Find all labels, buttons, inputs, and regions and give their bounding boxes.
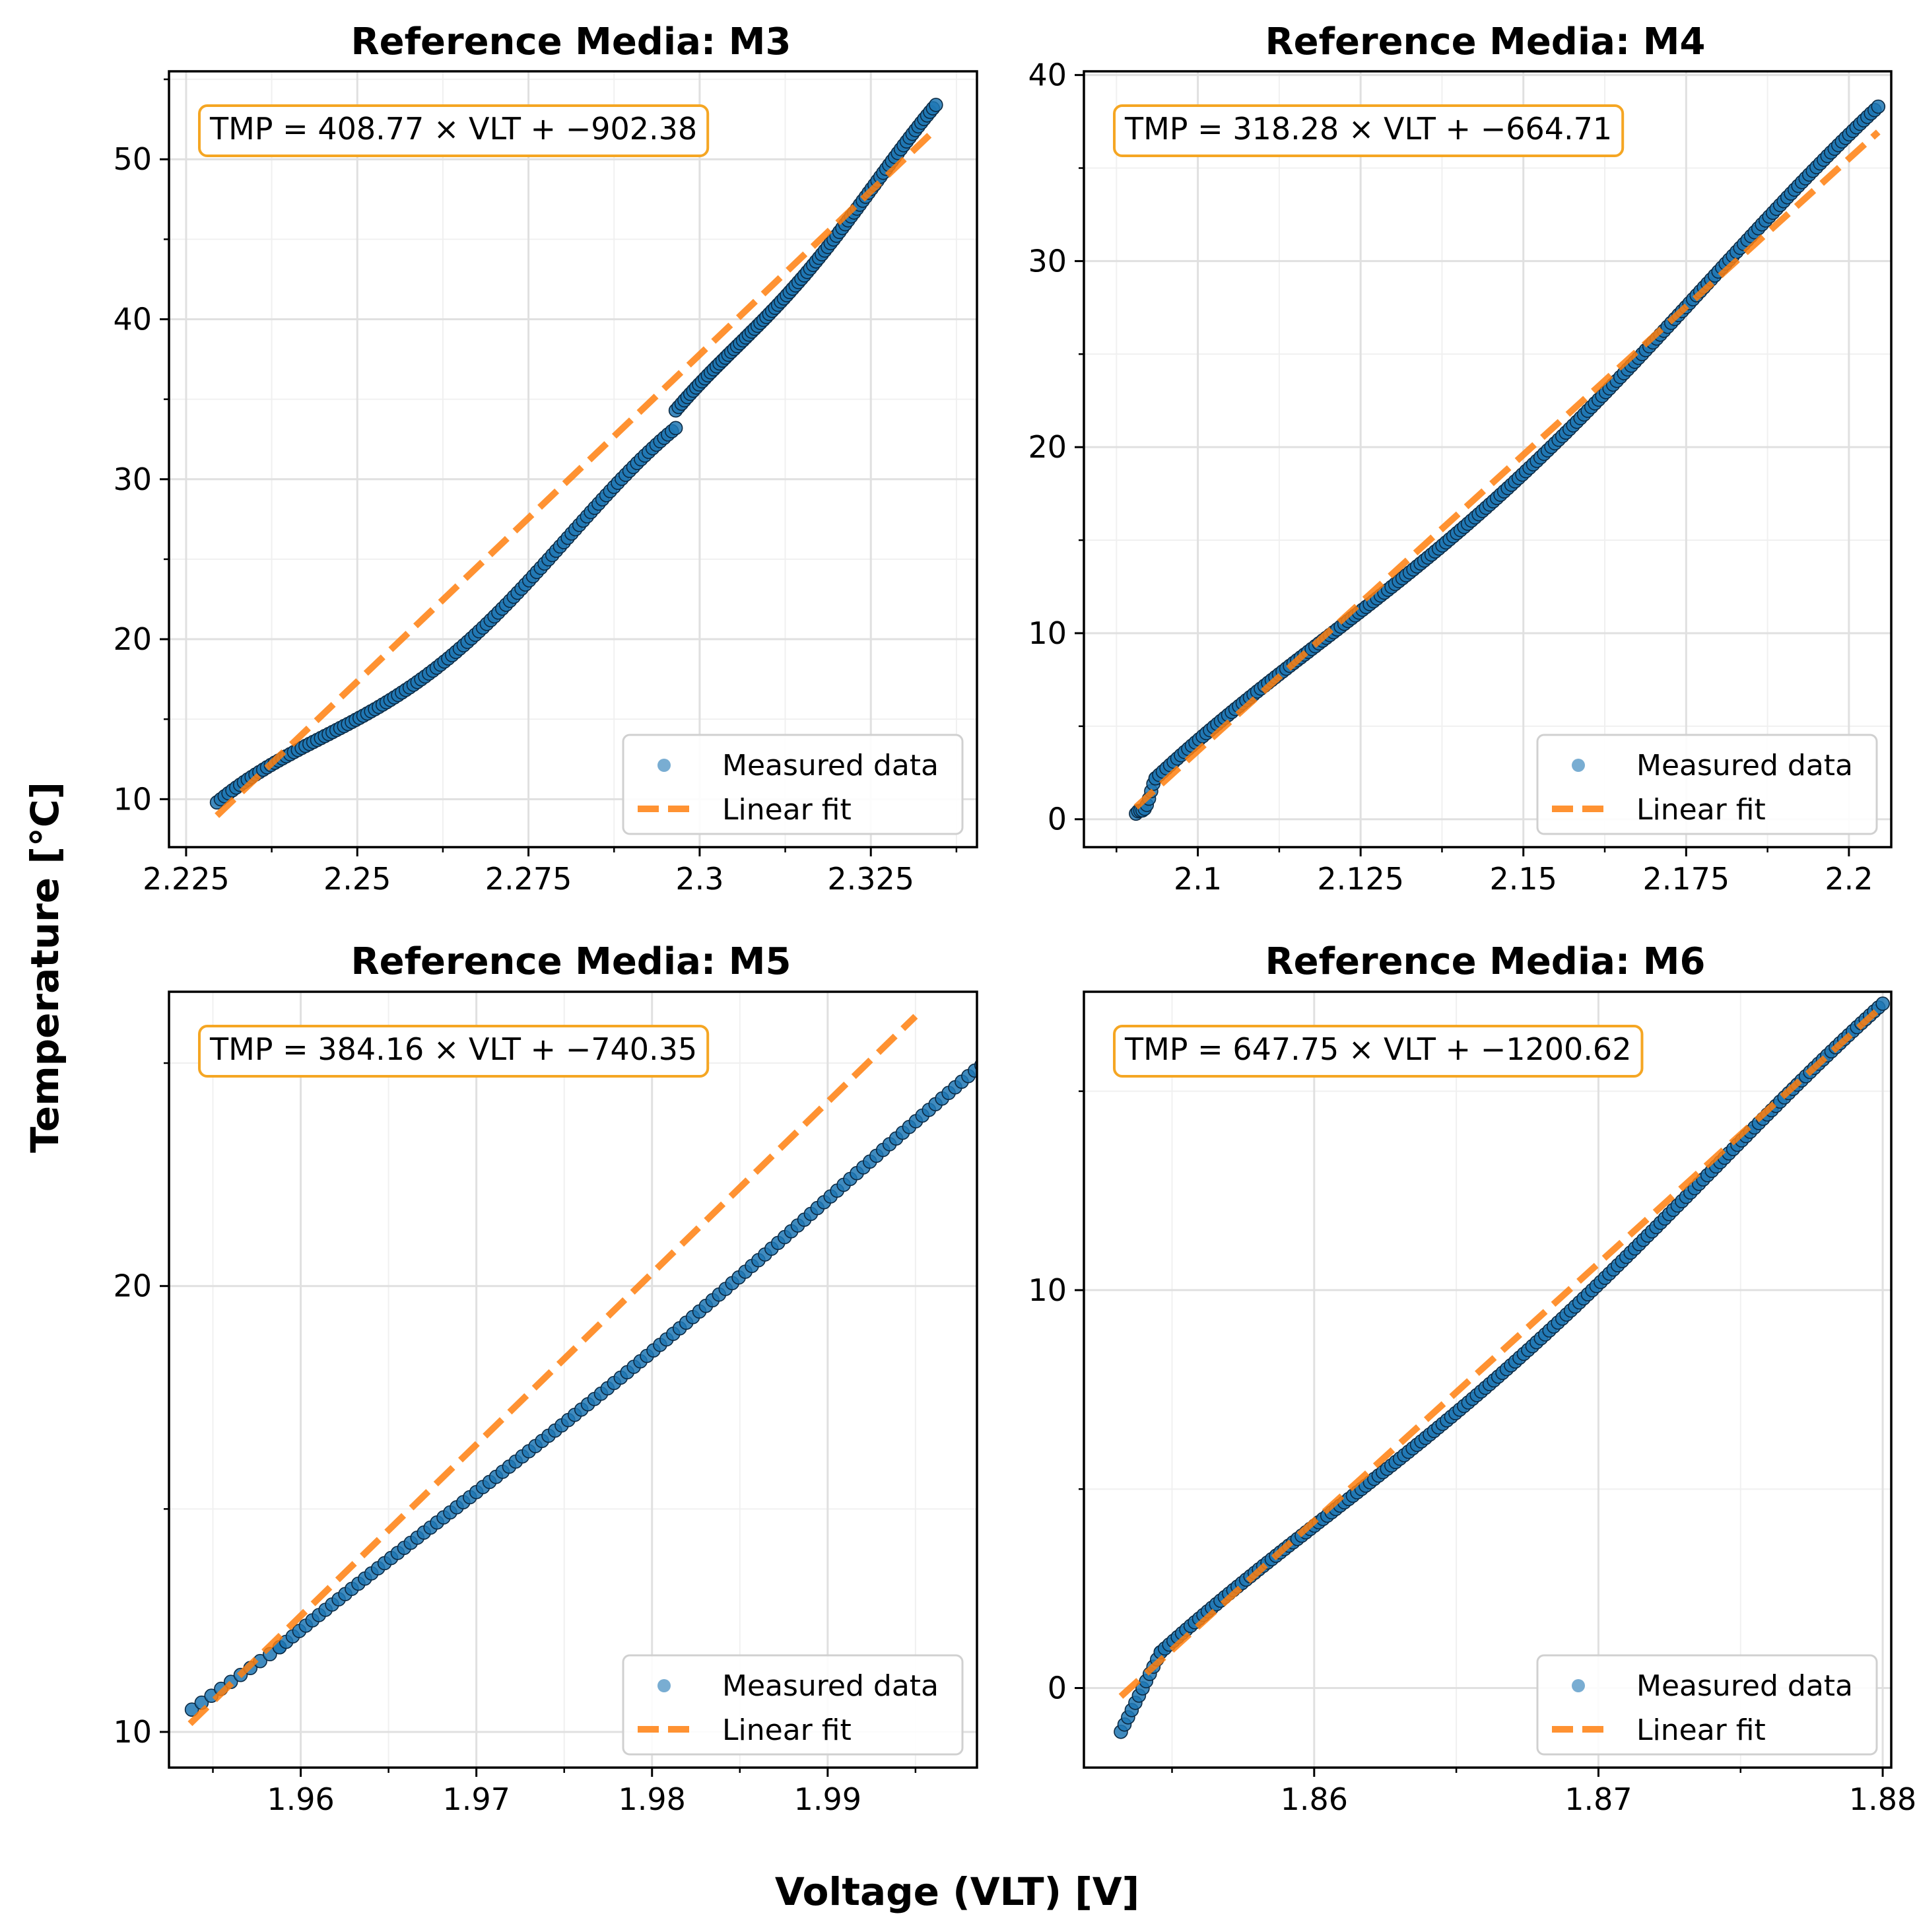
axes-frame — [168, 990, 978, 1769]
y-tick-label: 20 — [1028, 429, 1067, 465]
y-tick-label: 0 — [1048, 1670, 1067, 1706]
equation-box — [1113, 1025, 1644, 1078]
y-tick-label: 10 — [1028, 615, 1067, 651]
x-tick-label: 1.97 — [442, 1781, 510, 1817]
legend-label-measured: Measured data — [1636, 1669, 1853, 1703]
legend-label-fit: Linear fit — [1636, 1713, 1766, 1747]
legend: Measured data Linear fit — [1536, 1654, 1878, 1756]
x-tick-label: 1.99 — [794, 1781, 861, 1817]
equation-box — [198, 104, 710, 157]
legend-marker-measured — [1572, 1679, 1585, 1692]
x-tick-label: 1.87 — [1564, 1781, 1632, 1817]
y-tick-label: 30 — [113, 462, 152, 497]
legend: Measured data Linear fit — [622, 1654, 964, 1756]
legend: Measured data Linear fit — [1536, 734, 1878, 835]
panel-m5: Reference Media: M5 1.96 1.97 1.98 1.99 10 20… — [113, 940, 978, 1817]
panel-title: Reference Media: M3 — [351, 20, 791, 63]
equation-box — [1113, 104, 1625, 157]
equation-annotation: TMP = 384.16 × VLT + −740.35 — [198, 1025, 710, 1078]
grid — [1084, 992, 1891, 1768]
legend-label-fit: Linear fit — [1636, 793, 1766, 827]
legend-marker-measured — [657, 759, 671, 772]
x-tick-label: 1.96 — [267, 1781, 334, 1817]
x-tick-label: 2.275 — [485, 861, 572, 897]
legend-label-measured: Measured data — [722, 1669, 939, 1703]
y-tick-label: 10 — [1028, 1272, 1067, 1308]
y-tick-label: 20 — [113, 621, 152, 657]
equation-text: TMP = 647.75 × VLT + −1200.62 — [1124, 1031, 1631, 1067]
x-tick-label: 2.1 — [1174, 861, 1222, 897]
x-tick-label: 1.98 — [619, 1781, 686, 1817]
fit-line — [187, 1014, 918, 1727]
panel-m4: Reference Media: M4 2.1 2.125 2.15 2.175 2.2… — [1028, 20, 1893, 897]
equation-text: TMP = 384.16 × VLT + −740.35 — [209, 1031, 697, 1067]
y-tick-label: 0 — [1048, 802, 1067, 837]
equation-annotation: TMP = 647.75 × VLT + −1200.62 — [1113, 1025, 1644, 1078]
y-axis-label: Temperature [°C] — [22, 782, 67, 1153]
panel-title: Reference Media: M6 — [1265, 940, 1706, 983]
legend: Measured data Linear fit — [622, 734, 964, 835]
legend-marker-measured — [1572, 759, 1585, 772]
x-tick-label: 2.15 — [1490, 861, 1557, 897]
legend-box — [1536, 734, 1878, 835]
equation-text: TMP = 318.28 × VLT + −664.71 — [1124, 111, 1612, 147]
x-tick-label: 2.3 — [675, 861, 723, 897]
x-tick-label: 2.2 — [1825, 861, 1873, 897]
measured-series — [1114, 996, 1890, 1739]
y-tick-label: 20 — [113, 1268, 152, 1304]
equation-box — [198, 1025, 710, 1078]
x-tick-label: 1.86 — [1281, 1781, 1348, 1817]
legend-box — [622, 1654, 964, 1756]
y-tick-label: 30 — [1028, 243, 1067, 279]
legend-box — [1536, 1654, 1878, 1756]
data-point — [1875, 996, 1890, 1011]
y-tick-label: 10 — [113, 781, 152, 817]
axes-frame — [168, 70, 978, 848]
legend-label-fit: Linear fit — [722, 1713, 852, 1747]
data-point — [184, 1702, 199, 1717]
x-tick-label: 2.175 — [1642, 861, 1730, 897]
panel-m6: Reference Media: M6 1.86 1.87 1.88 0 10 TMP =… — [1028, 940, 1915, 1817]
equation-annotation: TMP = 318.28 × VLT + −664.71 — [1113, 104, 1625, 157]
data-point — [668, 421, 683, 436]
y-tick-label: 10 — [113, 1714, 152, 1750]
y-tick-label: 50 — [113, 141, 152, 177]
equation-text: TMP = 408.77 × VLT + −902.38 — [209, 111, 697, 147]
legend-box — [622, 734, 964, 835]
data-point — [929, 98, 943, 112]
y-tick-label: 40 — [1028, 57, 1067, 93]
equation-annotation: TMP = 408.77 × VLT + −902.38 — [198, 104, 710, 157]
axes-frame — [1083, 990, 1893, 1769]
x-axis-label: Voltage (VLT) [V] — [775, 1869, 1139, 1914]
y-tick-label: 40 — [113, 302, 152, 337]
axes-frame — [1083, 70, 1893, 848]
legend-label-fit: Linear fit — [722, 793, 852, 827]
fit-line — [1133, 129, 1881, 810]
measured-series — [209, 98, 943, 810]
panel-title: Reference Media: M4 — [1265, 20, 1706, 63]
legend-label-measured: Measured data — [722, 749, 939, 782]
data-point — [1871, 99, 1886, 114]
legend-label-measured: Measured data — [1636, 749, 1853, 782]
x-tick-label: 2.25 — [323, 861, 391, 897]
x-tick-label: 2.125 — [1317, 861, 1404, 897]
panel-title: Reference Media: M5 — [351, 940, 791, 983]
grid — [1084, 71, 1891, 847]
fit-line — [215, 126, 939, 818]
panel-m3: Reference Media: M3 2.225 2.25 2.275 2.3 2.3… — [113, 20, 978, 897]
legend-marker-measured — [657, 1679, 671, 1692]
x-tick-label: 2.225 — [143, 861, 230, 897]
x-tick-label: 2.325 — [827, 861, 914, 897]
x-tick-label: 1.88 — [1849, 1781, 1915, 1817]
